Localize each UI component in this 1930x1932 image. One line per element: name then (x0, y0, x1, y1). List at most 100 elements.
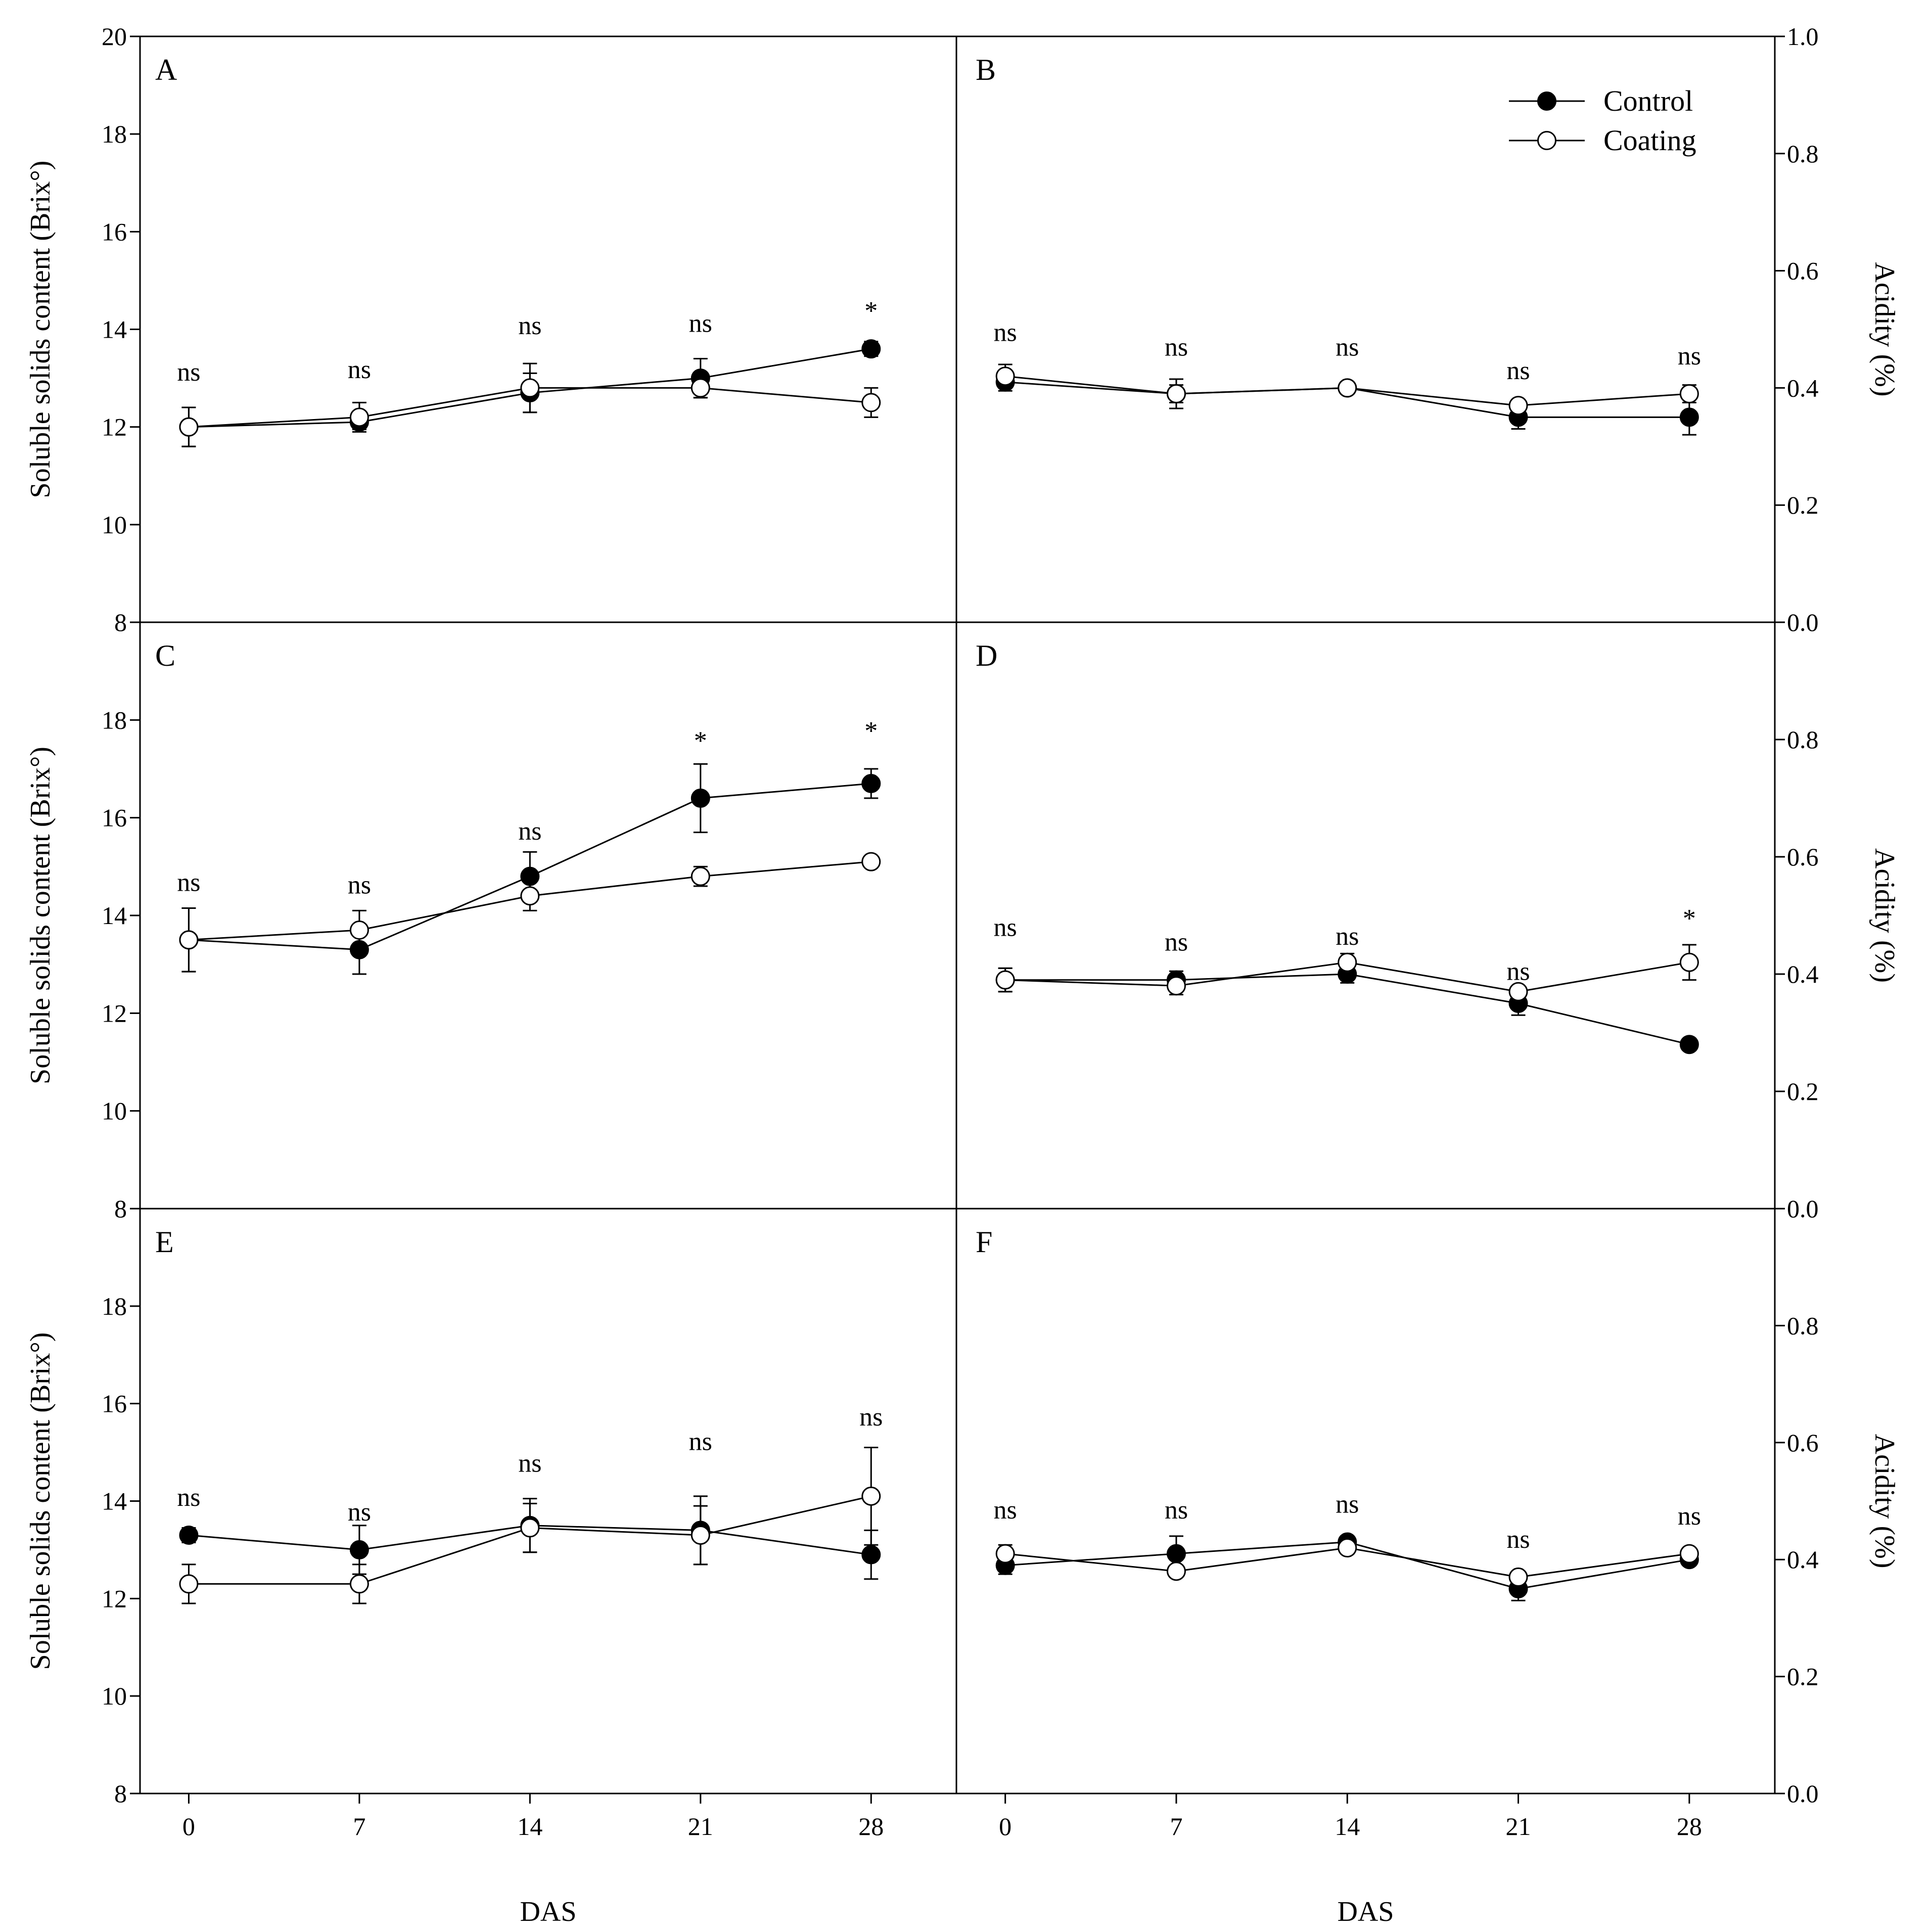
significance-ns: ns (1678, 342, 1701, 371)
significance-star: * (1683, 904, 1696, 933)
x-tick-label: 7 (1170, 1812, 1182, 1841)
y-tick-label: 0.0 (1787, 608, 1819, 636)
control-point (179, 1525, 199, 1545)
legend-open-marker (1537, 131, 1556, 150)
x-tick-label: 14 (1335, 1812, 1360, 1841)
coating-point (1166, 1561, 1186, 1581)
y-tick-label: 0.8 (1787, 140, 1819, 168)
y-tick-label: 0.4 (1787, 374, 1819, 402)
y-tick-label: 0.6 (1787, 257, 1819, 285)
y-tick-label: 16 (102, 1390, 127, 1418)
y-tick-label: 0.6 (1787, 1429, 1819, 1457)
legend-label: Coating (1603, 124, 1696, 157)
x-tick-label: 28 (858, 1812, 884, 1841)
y-tick-label: 0.8 (1787, 1311, 1819, 1340)
y-axis-title: Acidity (%) (1869, 262, 1900, 397)
coating-point (995, 970, 1015, 990)
series-coating (179, 362, 881, 447)
y-axis-title: Acidity (%) (1869, 1434, 1900, 1569)
y-tick-label: 1.0 (1787, 22, 1819, 51)
y-tick-label: 14 (102, 315, 127, 344)
y-tick-label: 12 (102, 1584, 127, 1613)
significance-ns: ns (1336, 1490, 1359, 1519)
panel-letter: B (976, 53, 996, 86)
significance-ns: ns (348, 871, 371, 900)
coating-point (520, 1518, 540, 1538)
coating-point (1508, 396, 1528, 416)
significance-ns: ns (348, 1498, 371, 1527)
y-tick-label: 0.2 (1787, 1663, 1819, 1691)
coating-point (861, 1486, 881, 1506)
legend-label: Control (1603, 84, 1693, 117)
panel-a: A 8 10 12 14 16 18 20 Soluble solids content (Br… (25, 22, 881, 636)
legend: Control Coating (1509, 84, 1696, 157)
significance-ns: ns (1336, 922, 1359, 951)
coating-point (179, 1574, 199, 1594)
significance-ns: ns (689, 1427, 712, 1456)
significance-star: * (864, 297, 878, 326)
significance-ns: ns (177, 1483, 200, 1512)
series-coating (995, 363, 1699, 416)
coating-point (349, 407, 369, 427)
coating-point (691, 866, 710, 886)
significance-ns: ns (1165, 1496, 1188, 1525)
legend-item-control: Control (1509, 84, 1693, 117)
significance-ns: ns (518, 311, 541, 340)
coating-point (1166, 976, 1186, 996)
panel-b: B 0.0 0.2 0.4 0.6 0.8 1.0 Acidity (%) ns ns ns ns ns (976, 22, 1900, 636)
y-tick-label: 12 (102, 999, 127, 1027)
significance-ns: ns (1506, 957, 1530, 986)
y-tick-label: 14 (102, 901, 127, 930)
y-tick-label: 0.2 (1787, 1077, 1819, 1106)
coating-point (1508, 1567, 1528, 1587)
significance-ns: ns (1165, 333, 1188, 362)
coating-point (179, 417, 199, 437)
significance-ns: ns (1506, 356, 1530, 385)
series-coating (179, 1446, 881, 1604)
y-tick-label: 0.0 (1787, 1779, 1819, 1808)
panel-d: D 0.0 0.2 0.4 0.6 0.8 Acidity (%) ns ns ns ns * (976, 639, 1900, 1223)
significance-ns: ns (1336, 333, 1359, 362)
y-tick-label: 10 (102, 1097, 127, 1125)
coating-point (691, 1525, 710, 1545)
significance-ns: ns (1678, 1502, 1701, 1531)
significance-ns: ns (518, 817, 541, 846)
panel-letter: E (155, 1225, 174, 1259)
coating-point (995, 1544, 1015, 1563)
panel-letter: A (155, 53, 177, 86)
control-point (691, 789, 710, 808)
significance-ns: ns (177, 868, 200, 897)
coating-point (179, 930, 199, 950)
coating-point (995, 366, 1015, 386)
control-point (861, 1545, 881, 1565)
y-tick-label: 0.6 (1787, 843, 1819, 871)
coating-point (1338, 378, 1357, 398)
x-axis-title: DAS (520, 1896, 576, 1927)
figure-frame (139, 35, 1776, 1795)
y-tick-label: 16 (102, 217, 127, 246)
coating-point (1679, 952, 1699, 972)
y-tick-label: 18 (102, 706, 127, 734)
coating-point (1166, 384, 1186, 403)
control-point (1679, 407, 1699, 427)
significance-ns: ns (1165, 928, 1188, 957)
significance-ns: ns (994, 1496, 1017, 1525)
y-tick-label: 8 (114, 1194, 127, 1223)
panel-c: C 8 10 12 14 16 18 Soluble solids content (Brix… (25, 639, 881, 1223)
significance-ns: ns (859, 1403, 883, 1432)
panel-letter: F (976, 1225, 992, 1259)
y-tick-label: 0.4 (1787, 960, 1819, 988)
coating-point (861, 393, 881, 412)
significance-ns: ns (689, 309, 712, 338)
significance-ns: ns (1506, 1525, 1530, 1554)
significance-star: * (864, 717, 878, 746)
significance-ns: ns (994, 913, 1017, 942)
coating-point (520, 378, 540, 398)
y-axis-title: Soluble solids content (Brix°) (25, 1332, 56, 1670)
series-coating (179, 852, 881, 973)
control-point (861, 774, 881, 793)
significance-ns: ns (348, 355, 371, 384)
y-tick-label: 0.0 (1787, 1194, 1819, 1223)
